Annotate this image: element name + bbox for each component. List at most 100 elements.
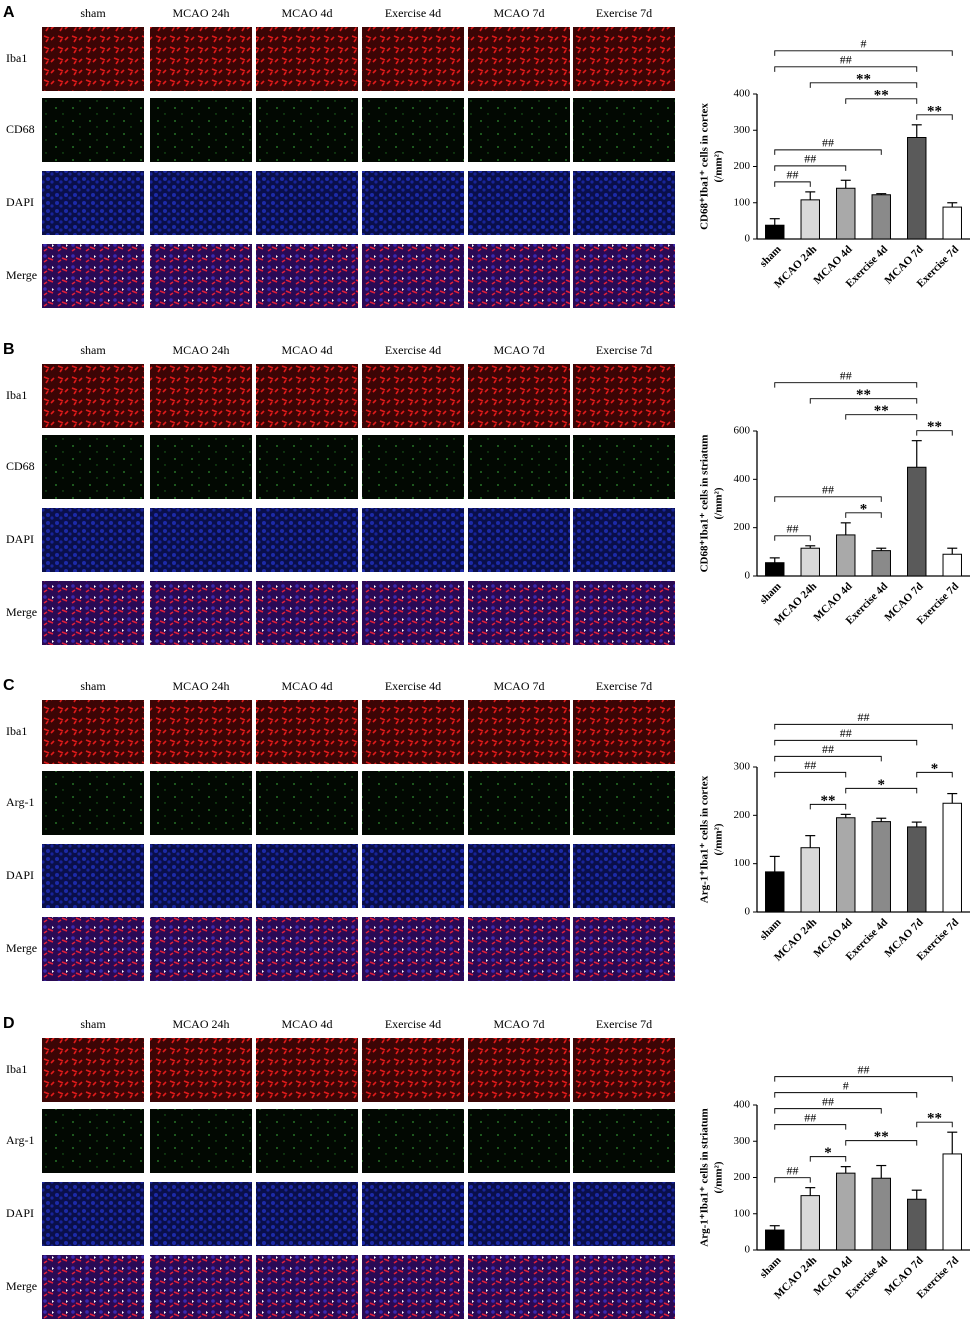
y-axis-label: Arg-1⁺Iba1⁺ cells in cortex — [699, 775, 711, 903]
significance-bracket — [774, 382, 918, 388]
y-axis-label: Arg-1⁺Iba1⁺ cells in striatum — [699, 1108, 711, 1246]
column-header: Exercise 7d — [596, 343, 652, 357]
micrograph — [150, 1182, 252, 1246]
micrograph — [150, 917, 252, 981]
micrograph — [573, 1255, 675, 1319]
micrograph — [150, 508, 252, 572]
y-tick-label: 200 — [734, 1171, 751, 1183]
micrograph — [150, 27, 252, 91]
micrograph — [150, 771, 252, 835]
y-tick-label: 400 — [734, 473, 751, 485]
significance-bracket — [774, 50, 953, 56]
micrograph — [42, 98, 144, 162]
micrograph — [362, 1255, 464, 1319]
row-label: Iba1 — [6, 51, 27, 65]
micrograph — [256, 171, 358, 235]
row-label: CD68 — [6, 459, 35, 473]
significance-bracket — [774, 739, 918, 746]
row-label: Merge — [6, 268, 37, 282]
micrograph — [150, 581, 252, 645]
micrograph — [468, 771, 570, 835]
significance-label: ## — [822, 483, 834, 497]
column-header: sham — [80, 1017, 106, 1031]
bar — [836, 187, 856, 240]
micrograph — [42, 435, 144, 499]
micrograph — [468, 435, 570, 499]
bar — [836, 1172, 856, 1251]
row-label: Iba1 — [6, 388, 27, 402]
y-tick-label: 200 — [734, 160, 751, 172]
significance-label: ## — [787, 522, 799, 536]
significance-label: ** — [927, 103, 942, 119]
micrograph — [362, 1109, 464, 1173]
micrograph — [256, 1038, 358, 1102]
bar — [871, 1177, 891, 1251]
column-header: Exercise 7d — [596, 679, 652, 693]
bar — [765, 224, 785, 240]
significance-label: ## — [840, 53, 852, 67]
micrograph — [362, 771, 464, 835]
micrograph — [42, 771, 144, 835]
significance-bracket — [916, 1121, 953, 1128]
column-header: MCAO 7d — [493, 1017, 544, 1031]
significance-label: ## — [804, 1110, 816, 1124]
significance-label: ## — [822, 1094, 834, 1108]
significance-bracket — [774, 165, 847, 171]
micrograph — [42, 700, 144, 764]
bar — [871, 194, 891, 240]
bar — [765, 871, 785, 913]
micrograph — [256, 771, 358, 835]
bar — [765, 562, 785, 577]
row-label: Arg-1 — [6, 1133, 34, 1147]
micrograph — [256, 700, 358, 764]
micrograph — [256, 27, 358, 91]
row-label: Merge — [6, 605, 37, 619]
micrograph — [362, 364, 464, 428]
micrograph — [468, 581, 570, 645]
micrograph — [256, 844, 358, 908]
micrograph — [150, 1038, 252, 1102]
micrograph — [42, 1255, 144, 1319]
significance-label: ## — [840, 726, 852, 740]
micrograph — [256, 244, 358, 308]
y-tick-label: 400 — [734, 1099, 751, 1111]
bar — [765, 1229, 785, 1251]
column-header: Exercise 7d — [596, 6, 652, 20]
row-label: DAPI — [6, 532, 34, 546]
significance-label: # — [861, 37, 867, 51]
micrograph — [362, 435, 464, 499]
micrograph — [573, 1109, 675, 1173]
significance-label: ** — [821, 793, 836, 809]
y-tick-label: 200 — [734, 809, 751, 821]
micrograph — [42, 244, 144, 308]
micrograph — [42, 917, 144, 981]
micrograph — [573, 98, 675, 162]
significance-bracket — [774, 149, 882, 155]
significance-bracket — [774, 1124, 847, 1130]
significance-bracket — [845, 512, 882, 518]
micrograph — [42, 581, 144, 645]
micrograph — [362, 244, 464, 308]
y-axis-unit: (/mm²) — [713, 823, 725, 855]
micrograph — [362, 98, 464, 162]
y-tick-label: 200 — [734, 521, 751, 533]
y-tick-label: 400 — [734, 88, 751, 100]
micrograph — [150, 244, 252, 308]
micrograph — [573, 700, 675, 764]
micrograph — [573, 1038, 675, 1102]
panel-letter: D — [3, 1015, 15, 1032]
micrograph — [362, 27, 464, 91]
column-header: MCAO 7d — [493, 679, 544, 693]
significance-label: ## — [804, 758, 816, 772]
column-header: MCAO 24h — [172, 6, 229, 20]
micrograph — [468, 508, 570, 572]
micrograph — [468, 171, 570, 235]
micrograph — [150, 364, 252, 428]
y-axis-unit: (/mm²) — [713, 1161, 725, 1193]
y-tick-label: 300 — [734, 761, 751, 773]
micrograph — [573, 771, 675, 835]
significance-label: ## — [804, 152, 816, 166]
significance-bracket — [774, 1076, 953, 1082]
row-label: Arg-1 — [6, 795, 34, 809]
